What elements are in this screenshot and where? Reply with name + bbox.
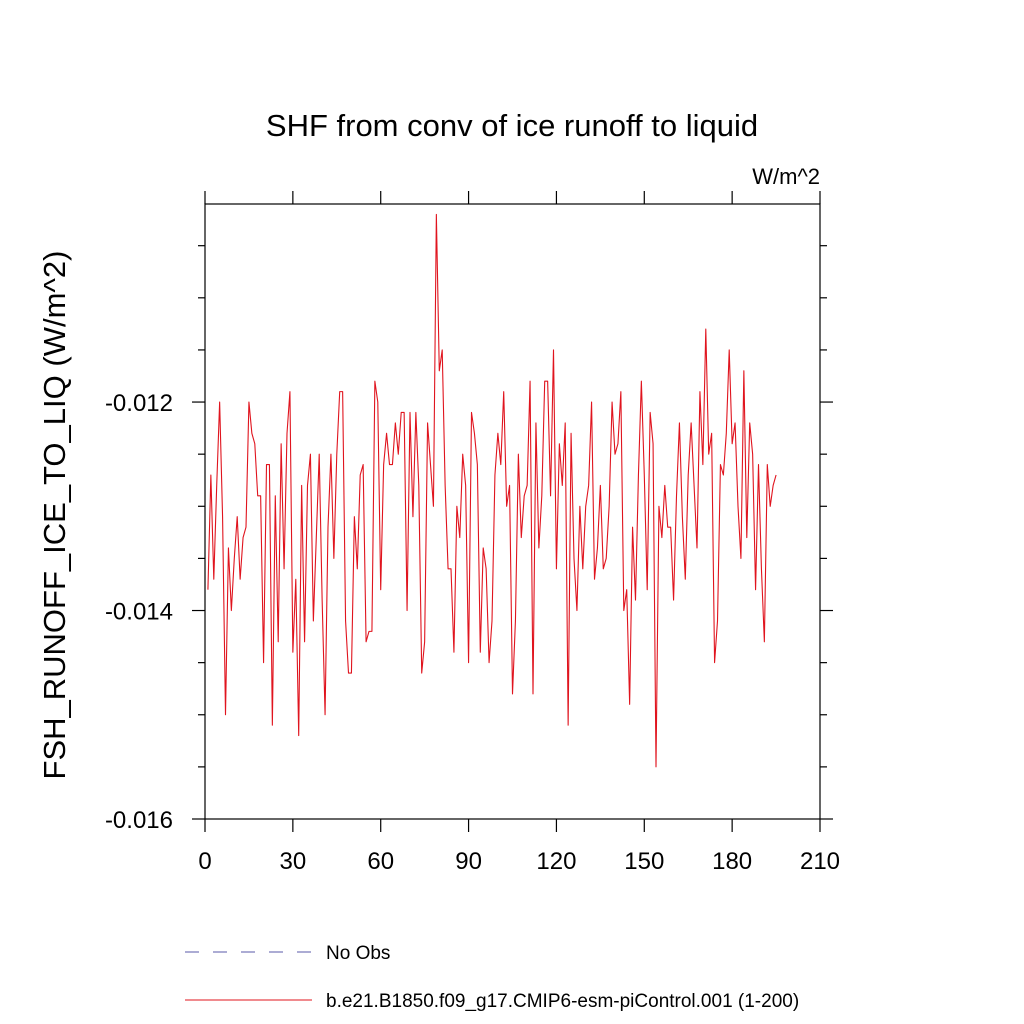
- x-tick-label: 30: [280, 848, 307, 875]
- legend-label: b.e21.B1850.f09_g17.CMIP6-esm-piControl.…: [326, 991, 799, 1012]
- y-axis-label: FSH_RUNOFF_ICE_TO_LIQ (W/m^2): [37, 251, 72, 780]
- x-axis: 0 30 60 90 120 150 180 210: [198, 191, 840, 875]
- legend: No Obs b.e21.B1850.f09_g17.CMIP6-esm-piCo…: [185, 943, 799, 1012]
- chart-title: SHF from conv of ice runoff to liquid: [266, 108, 758, 143]
- units-label: W/m^2: [752, 164, 820, 189]
- legend-label: No Obs: [326, 943, 390, 964]
- x-tick-label: 210: [800, 848, 840, 875]
- series-layer: [207, 213, 777, 768]
- y-tick-label: -0.016: [105, 807, 173, 834]
- y-axis: -0.016 -0.014 -0.012: [105, 245, 833, 834]
- x-tick-label: 120: [536, 848, 576, 875]
- x-tick-label: 60: [367, 848, 394, 875]
- x-tick-label: 180: [712, 848, 752, 875]
- y-tick-label: -0.012: [105, 390, 173, 417]
- x-tick-label: 90: [455, 848, 482, 875]
- series-line: [207, 213, 777, 768]
- x-tick-label: 0: [198, 848, 211, 875]
- plot-frame: [204, 203, 821, 820]
- x-tick-label: 150: [624, 848, 664, 875]
- y-tick-label: -0.014: [105, 599, 173, 626]
